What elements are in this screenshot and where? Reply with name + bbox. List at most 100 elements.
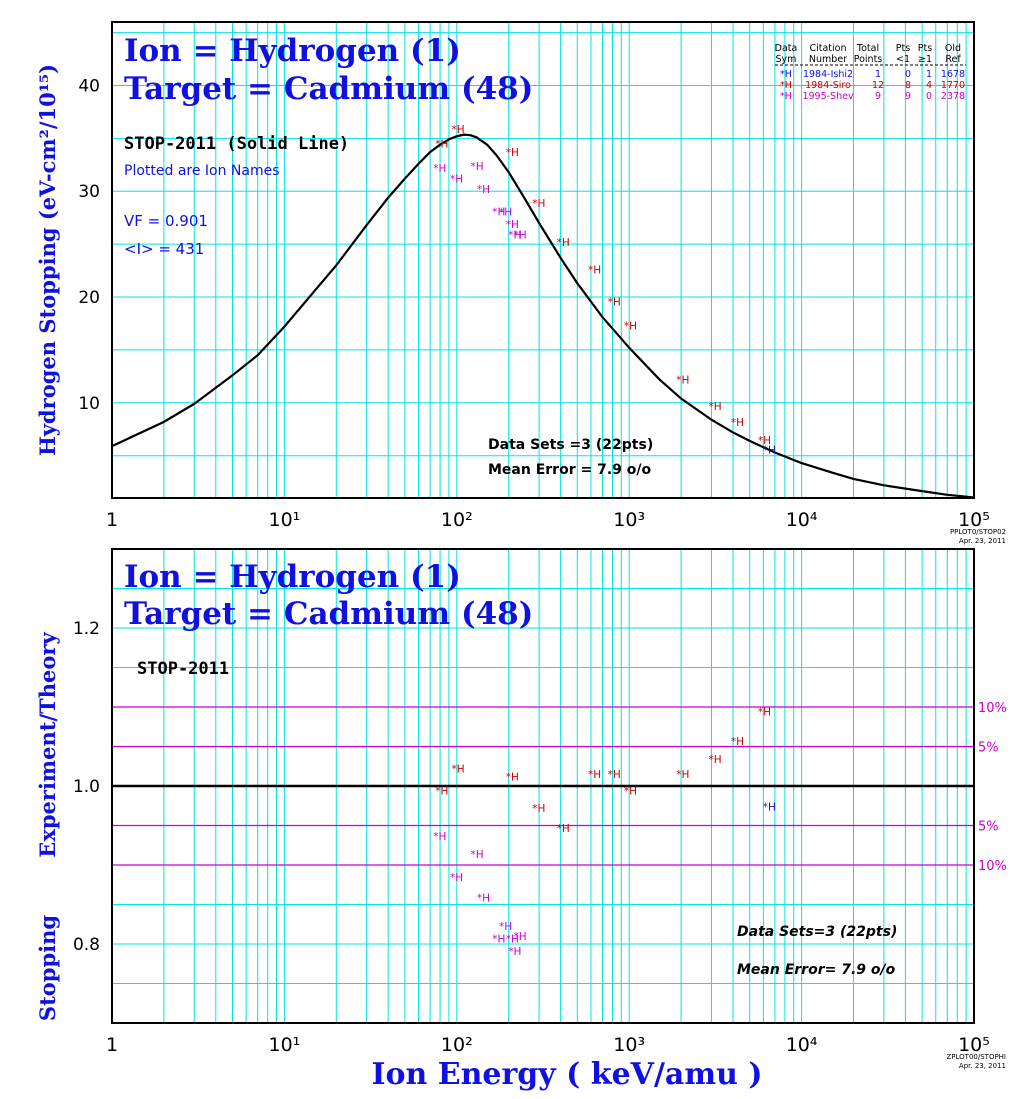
bottom-data-point: *H [452,764,465,776]
band-label: 5% [978,741,999,756]
legend-row-3-ref: 2378 [941,91,965,102]
bottom-data-point: *H [608,769,621,781]
top-data-point: *H [708,401,721,413]
bottom-data-point: *H [758,707,771,719]
legend-row-3-lt1: 9 [905,91,911,102]
top-plotted-note: Plotted are Ion Names [124,163,280,179]
bottom-y-tick-label: 1.0 [73,777,100,797]
legend-row-1-sym: *H [780,69,792,80]
legend-sub-number: Number [809,54,847,65]
bottom-x-tick-label: 10¹ [269,1034,301,1056]
top-grid [112,22,974,498]
theory-curve [111,133,975,499]
bottom-x-tick-label: 10² [441,1034,473,1056]
legend-row-1-total: 1 [875,69,881,80]
legend-head-data: Data [775,43,798,54]
top-data-point: *H [506,219,519,231]
top-data-point: *H [492,206,505,218]
bottom-mean-error-label: Mean Error= 7.9 o/o [737,962,896,978]
legend-sub-sym: Sym [776,54,797,65]
band-label: 5% [978,820,999,835]
top-data-points: *H*H*H*H*H*H*H*H*H*H*H*H*H*H*H*H*H*H*H*H… [433,124,776,457]
legend-row-1-ge1: 1 [926,69,932,80]
top-data-point: *H [435,139,448,151]
top-model-label: STOP-2011 (Solid Line) [124,134,349,154]
top-plot-frame [111,21,975,499]
bottom-data-point: *H [588,769,601,781]
top-data-point: *H [499,206,512,218]
top-data-point: *H [624,321,637,333]
top-data-point: *H [758,435,771,447]
top-x-tick-label: 10³ [613,509,645,531]
legend-head-total: Total [856,43,879,54]
legend-sub-ge1: ≥1 [918,54,932,65]
top-x-tick-label: 10⁴ [786,509,818,531]
legend-row-3-sym: *H [780,91,792,102]
legend-row-3-citation: 1995-Shev [802,91,854,102]
top-panel: *H*H*H*H*H*H*H*H*H*H*H*H*H*H*H*H*H*H*H*H… [35,21,1006,545]
x-axis-label: Ion Energy ( keV/amu ) [371,1057,762,1092]
top-data-point: *H [588,265,601,277]
bottom-y-tick-label: 1.2 [73,619,100,639]
top-data-point: *H [532,198,545,210]
top-footer-date: Apr. 23, 2011 [959,537,1006,545]
top-data-point: *H [477,184,490,196]
bottom-x-tick-label: 10³ [613,1034,645,1056]
bottom-bands: 10% 5% 5% 10% [112,701,1007,874]
top-footer-code: PPLOT0/STOP02 [950,528,1006,536]
top-data-point: *H [731,417,744,429]
legend-row-2-total: 12 [872,80,884,91]
bottom-footer-code: ZPLOT00/STOPHI [947,1053,1007,1061]
top-x-tick-label: 10⁵ [958,509,990,531]
bottom-y-axis-label-bottom: Stopping [35,915,60,1021]
bottom-data-point: *H [499,921,512,933]
top-y-tick-label: 20 [78,288,100,308]
legend-head-pts-ge1: Pts [918,43,932,54]
legend-head-old: Old [945,43,961,54]
top-data-point: *H [471,161,484,173]
top-tick-labels: 1 10¹ 10² 10³ 10⁴ 10⁵ 10 20 30 40 [78,76,990,531]
bottom-data-point: *H [433,831,446,843]
bottom-data-point: *H [508,946,521,958]
band-label: 10% [978,701,1007,716]
bottom-data-point: *H [506,933,519,945]
top-data-point: *H [676,375,689,387]
top-data-point: *H [514,230,527,242]
bottom-plot-frame [111,548,975,1024]
top-y-tick-label: 10 [78,394,100,414]
band-label: 10% [978,859,1007,874]
top-mean-i-value: <I> = 431 [124,240,204,258]
bottom-title-line-1: Ion = Hydrogen (1) [124,559,461,595]
bottom-tick-labels: 1 10¹ 10² 10³ 10⁴ 10⁵ 0.8 1.0 1.2 [73,619,990,1056]
top-mean-error-label: Mean Error = 7.9 o/o [488,462,651,478]
bottom-y-tick-label: 0.8 [73,935,100,955]
bottom-data-point: *H [731,736,744,748]
top-x-tick-label: 1 [106,509,118,531]
bottom-data-point: *H [477,892,490,904]
bottom-data-point: *H [763,802,776,814]
bottom-data-point: *H [708,754,721,766]
bottom-data-points: *H*H*H*H*H*H*H *H*H*H*H*H*H*H*H*H*H*H*H*H… [433,707,776,958]
top-data-point: *H [506,147,519,159]
bottom-data-point: *H [471,849,484,861]
top-data-point: *H [557,237,570,249]
bottom-title-line-2: Target = Cadmium (48) [124,596,533,632]
top-data-point: *H [452,124,465,136]
bottom-x-tick-label: 10⁴ [786,1034,818,1056]
legend-row-2-ge1: 4 [926,80,932,91]
legend-row-1-citation: 1984-Ishi2 [803,69,853,80]
top-data-point: *H [450,174,463,186]
bottom-data-sets-label: Data Sets=3 (22pts) [737,924,897,940]
bottom-data-point: *H [435,786,448,798]
bottom-data-point: *H [450,872,463,884]
bottom-x-tick-label: 10⁵ [958,1034,990,1056]
bottom-data-point: *H [676,769,689,781]
top-curve-layer [111,133,975,499]
top-data-point: *H [433,163,446,175]
legend-row-2-citation: 1984-Siro [805,80,851,91]
bottom-data-point: *H [532,803,545,815]
bottom-x-tick-label: 1 [106,1034,118,1056]
top-data-point: *H [508,230,521,242]
top-legend: Data Citation Total Pts Pts Old Sym Numb… [775,43,966,102]
